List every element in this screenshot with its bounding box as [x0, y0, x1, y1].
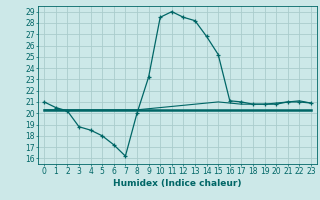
X-axis label: Humidex (Indice chaleur): Humidex (Indice chaleur) [113, 179, 242, 188]
